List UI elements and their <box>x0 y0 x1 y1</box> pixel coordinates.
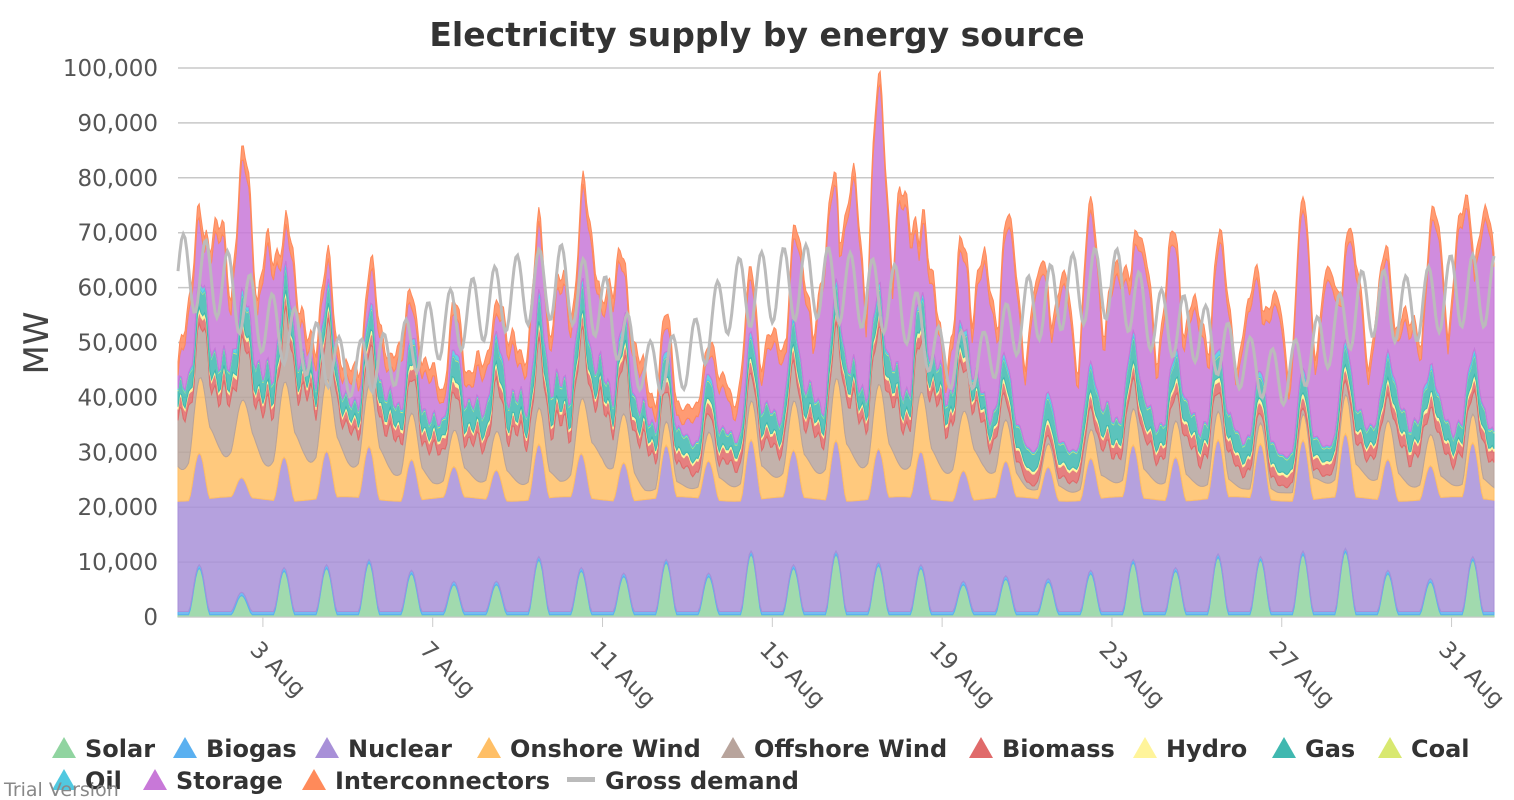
legend-item-oil[interactable]: Oil <box>52 767 122 795</box>
x-tick-label: 7 Aug <box>414 637 480 703</box>
chart-title: Electricity supply by energy source <box>429 15 1084 54</box>
x-tick-label: 23 Aug <box>1094 637 1170 713</box>
legend-item-gas[interactable]: Gas <box>1272 735 1355 763</box>
legend-label: Onshore Wind <box>510 735 701 763</box>
legend-label: Hydro <box>1166 735 1247 763</box>
legend-triangle-symbol <box>315 737 339 758</box>
legend-item-interconnectors[interactable]: Interconnectors <box>302 767 550 795</box>
legend-label: Storage <box>176 767 283 795</box>
x-tick-label: 27 Aug <box>1263 637 1339 713</box>
y-tick-label: 30,000 <box>78 440 158 466</box>
legend-triangle-symbol <box>1378 737 1402 758</box>
legend-label: Gas <box>1305 735 1355 763</box>
legend-label: Gross demand <box>605 767 799 795</box>
legend-label: Coal <box>1411 735 1470 763</box>
legend-label: Oil <box>85 767 122 795</box>
legend-item-storage[interactable]: Storage <box>143 767 283 795</box>
x-tick-label: 15 Aug <box>754 637 830 713</box>
legend-triangle-symbol <box>302 769 326 790</box>
y-tick-label: 10,000 <box>78 550 158 576</box>
legend-triangle-symbol <box>969 737 993 758</box>
area-interconnectors <box>177 69 1495 426</box>
legend-item-offshore_wind[interactable]: Offshore Wind <box>721 735 947 763</box>
y-tick-label: 70,000 <box>78 221 158 247</box>
legend-label: Biomass <box>1002 735 1115 763</box>
x-tick-label: 31 Aug <box>1433 637 1509 713</box>
legend-label: Nuclear <box>348 735 452 763</box>
legend-triangle-symbol <box>721 737 745 758</box>
legend-triangle-symbol <box>1133 737 1157 758</box>
legend-item-solar[interactable]: Solar <box>52 735 155 763</box>
legend-label: Interconnectors <box>335 767 550 795</box>
x-tick-label: 11 Aug <box>584 637 660 713</box>
y-tick-label: 100,000 <box>63 56 158 82</box>
y-tick-label: 50,000 <box>78 331 158 357</box>
legend-item-nuclear[interactable]: Nuclear <box>315 735 452 763</box>
gross-demand-line <box>176 230 1496 408</box>
legend-label: Biogas <box>206 735 297 763</box>
legend-triangle-symbol <box>477 737 501 758</box>
legend-triangle-symbol <box>52 769 76 790</box>
y-tick-label: 80,000 <box>78 166 158 192</box>
legend-label: Offshore Wind <box>754 735 947 763</box>
x-tick-label: 19 Aug <box>924 637 1000 713</box>
legend-label: Solar <box>85 735 155 763</box>
y-tick-label: 60,000 <box>78 276 158 302</box>
x-tick-label: 3 Aug <box>245 637 311 703</box>
y-axis-label: MW <box>17 312 57 375</box>
legend-item-hydro[interactable]: Hydro <box>1133 735 1247 763</box>
y-tick-label: 90,000 <box>78 111 158 137</box>
legend-triangle-symbol <box>173 737 197 758</box>
legend-triangle-symbol <box>143 769 167 790</box>
legend-triangle-symbol <box>52 737 76 758</box>
y-tick-label: 0 <box>143 605 158 631</box>
y-tick-label: 40,000 <box>78 385 158 411</box>
legend-item-coal[interactable]: Coal <box>1378 735 1470 763</box>
legend-item-biomass[interactable]: Biomass <box>969 735 1115 763</box>
legend-line-symbol <box>567 777 595 782</box>
watermark: Trial Version <box>3 779 119 800</box>
legend: Solar Biogas Nuclear Onshore Wind Offshore W… <box>52 735 1470 795</box>
y-axis-ticks: 0 10,000 20,000 30,000 40,000 50,000 60,000 70,… <box>63 56 158 631</box>
legend-item-biogas[interactable]: Biogas <box>173 735 297 763</box>
stacked-areas <box>177 69 1495 618</box>
legend-item-gross_demand[interactable]: Gross demand <box>567 767 799 795</box>
legend-item-onshore_wind[interactable]: Onshore Wind <box>477 735 701 763</box>
legend-triangle-symbol <box>1272 737 1296 758</box>
y-tick-label: 20,000 <box>78 495 158 521</box>
x-axis-ticks: 3 Aug 7 Aug 11 Aug 15 Aug 19 Aug 23 Aug 27 Aug… <box>245 617 1509 713</box>
line-gross-demand <box>176 230 1496 408</box>
